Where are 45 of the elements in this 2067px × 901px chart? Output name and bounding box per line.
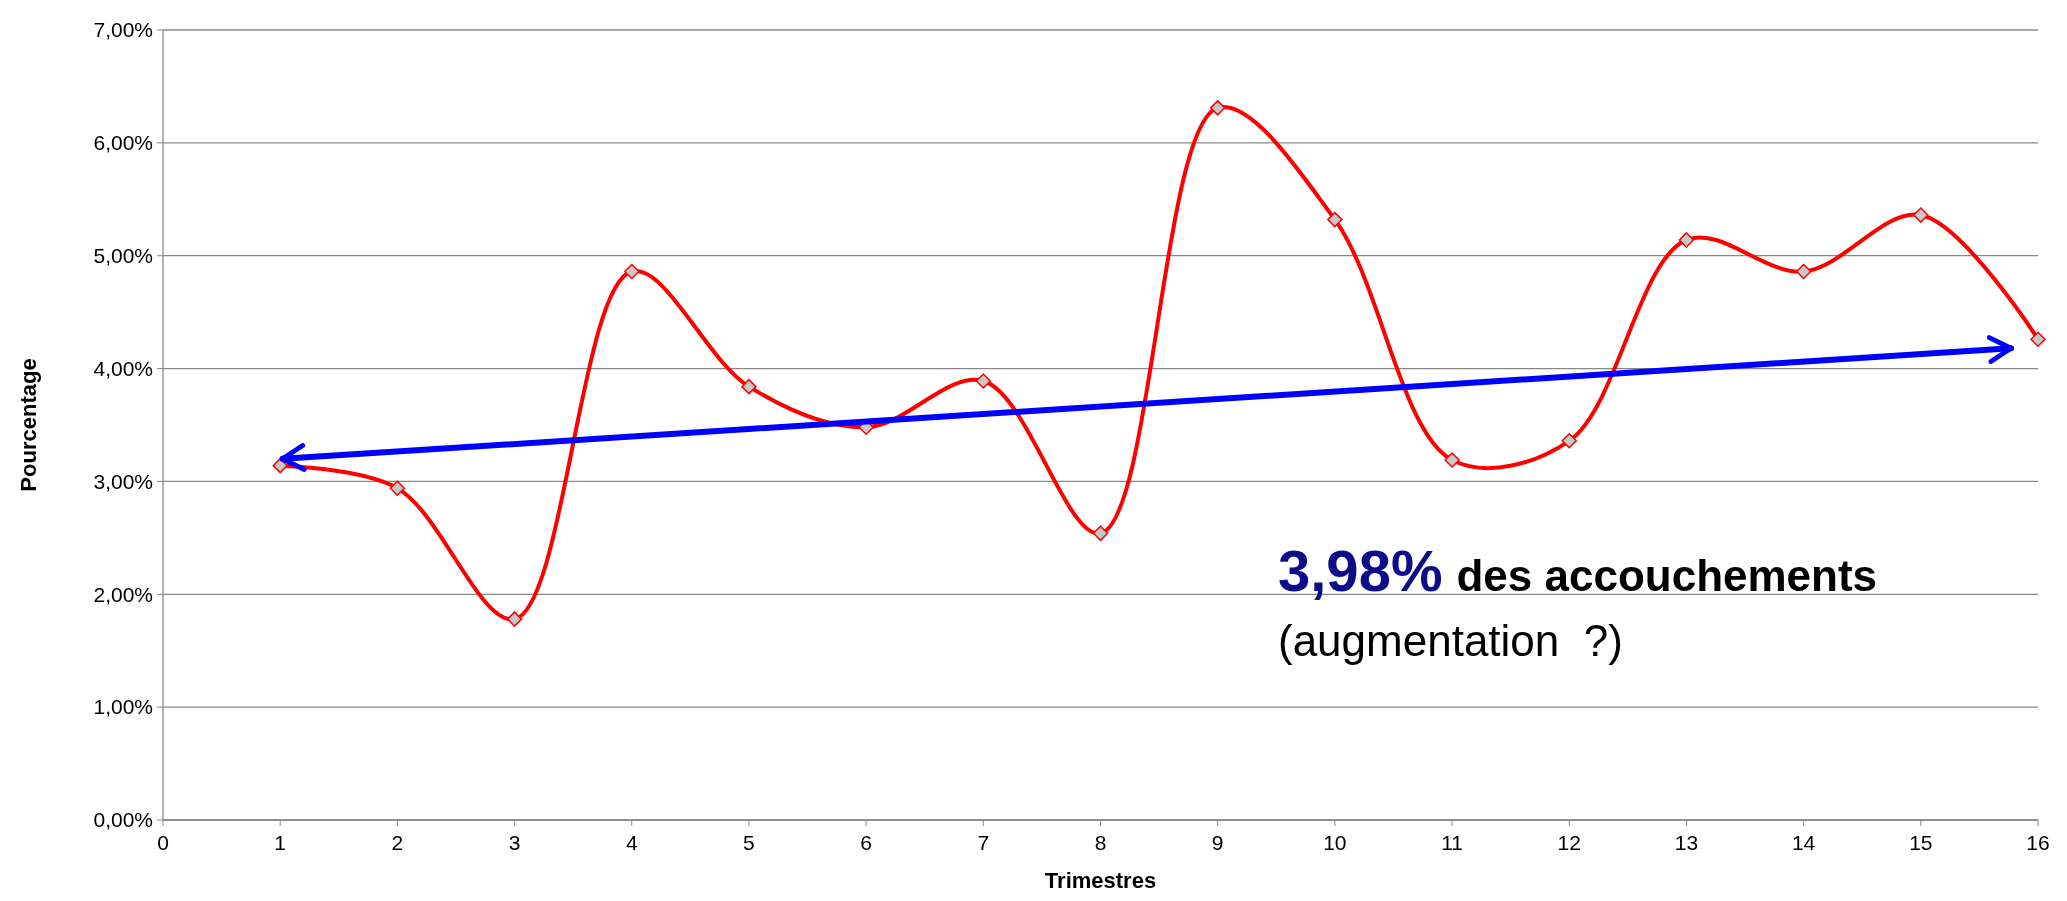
point — [2030, 331, 2046, 347]
point — [1561, 433, 1577, 449]
x-tick-label: 7 — [977, 831, 990, 854]
x-tick-label: 13 — [1674, 831, 1699, 854]
annotation: des accouchements — [1456, 551, 1878, 600]
x-tick-label: 8 — [1094, 831, 1107, 854]
x-tick-label: 16 — [2026, 831, 2050, 854]
x-tick-label: 10 — [1323, 831, 1347, 854]
point — [1913, 207, 1929, 223]
y-tick-label: 6,00% — [93, 131, 153, 155]
x-tick-label: 14 — [1791, 831, 1816, 854]
x-tick-label: 0 — [157, 831, 169, 854]
point — [1795, 263, 1812, 280]
y-tick-label: 4,00% — [93, 356, 153, 380]
x-axis-title: Trimestres — [1044, 868, 1157, 893]
annotation: 3,98% — [1278, 538, 1443, 603]
point — [1444, 452, 1460, 468]
y-tick-label: 7,00% — [93, 18, 153, 42]
annotation: (augmentation ?) — [1278, 616, 1623, 665]
y-axis-title: Pourcentage — [16, 358, 41, 492]
x-tick-label: 15 — [1909, 831, 1933, 854]
point — [1678, 232, 1695, 248]
point — [389, 480, 406, 496]
y-tick-label: 3,00% — [93, 469, 153, 493]
x-tick-label: 3 — [508, 831, 521, 854]
x-tick-label: 11 — [1441, 831, 1463, 854]
y-tick-label: 1,00% — [93, 695, 153, 719]
point — [1209, 100, 1226, 116]
x-tick-label: 1 — [274, 831, 287, 854]
point — [1327, 211, 1343, 228]
point — [506, 611, 523, 627]
x-tick-label: 9 — [1211, 831, 1224, 854]
point — [272, 457, 288, 474]
x-tick-label: 5 — [743, 831, 755, 854]
y-tick-label: 2,00% — [93, 582, 153, 606]
y-tick-label: 5,00% — [93, 244, 153, 268]
x-tick-label: 12 — [1557, 831, 1581, 854]
x-tick-label: 2 — [391, 831, 404, 854]
x-tick-label: 4 — [625, 831, 638, 854]
point — [975, 373, 992, 389]
x-tick-label: 6 — [860, 831, 872, 854]
point — [624, 263, 640, 280]
point — [741, 378, 757, 395]
point — [1092, 525, 1109, 542]
y-tick-label: 0,00% — [93, 808, 153, 832]
